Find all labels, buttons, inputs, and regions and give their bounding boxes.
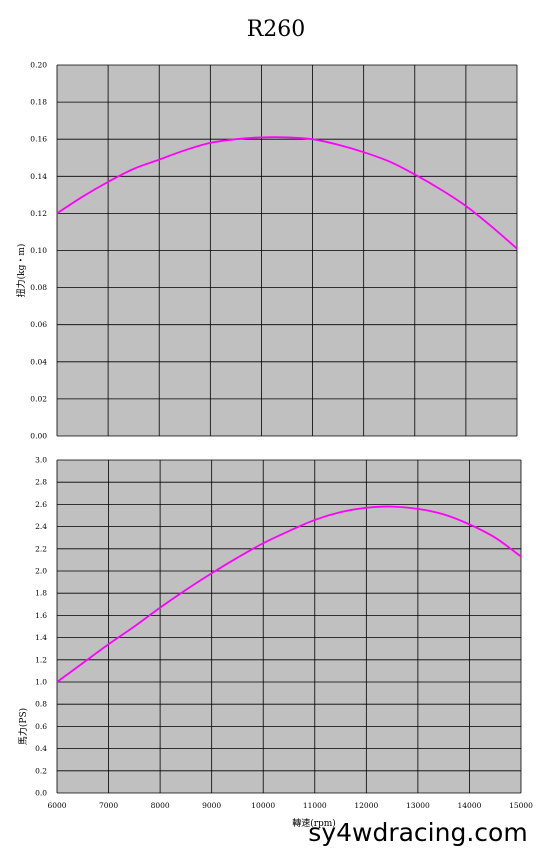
power-x-tick-label: 6000 bbox=[47, 801, 66, 810]
power-curve-line bbox=[56, 505, 522, 683]
power-x-tick-label: 15000 bbox=[509, 801, 533, 810]
power-y-tick-label: 0.4 bbox=[35, 744, 47, 753]
watermark-text: sy4wdracing.com bbox=[308, 818, 527, 847]
torque-y-tick-label: 0.20 bbox=[30, 61, 47, 70]
torque-y-axis-label: 扭力(kg・m) bbox=[15, 244, 27, 298]
power-x-tick-label: 9000 bbox=[202, 801, 221, 810]
power-x-tick-label: 7000 bbox=[99, 801, 118, 810]
torque-curve-line bbox=[56, 136, 518, 250]
power-y-tick-label: 2.0 bbox=[35, 567, 47, 576]
power-y-tick-label: 0.6 bbox=[35, 722, 47, 731]
power-y-tick-label: 1.0 bbox=[35, 678, 47, 687]
power-y-tick-label: 0.2 bbox=[35, 766, 47, 775]
power-y-axis-label: 馬力(PS) bbox=[17, 708, 29, 745]
power-y-tick-label: 2.6 bbox=[35, 500, 47, 509]
power-x-axis-label: 轉速(rpm) bbox=[292, 817, 336, 829]
torque-y-tick-label: 0.04 bbox=[30, 357, 47, 366]
power-x-tick-label: 13000 bbox=[406, 801, 430, 810]
power-plot-area bbox=[57, 460, 521, 793]
torque-y-tick-label: 0.02 bbox=[30, 394, 47, 403]
power-y-tick-label: 1.8 bbox=[35, 589, 47, 598]
torque-chart: 0.00 0.02 0.04 0.06 0.08 0.10 0.12 0.14 0.16 0.18… bbox=[15, 61, 518, 441]
torque-y-tick-label: 0.12 bbox=[30, 209, 47, 218]
torque-y-tick-label: 0.16 bbox=[30, 135, 47, 144]
power-x-tick-label: 12000 bbox=[354, 801, 378, 810]
power-x-tick-label: 10000 bbox=[251, 801, 275, 810]
power-x-tick-label: 14000 bbox=[458, 801, 482, 810]
power-y-tick-label: 0.0 bbox=[35, 789, 47, 798]
torque-y-tick-label: 0.14 bbox=[30, 172, 47, 181]
chart-title: R260 bbox=[247, 17, 306, 42]
torque-y-tick-label: 0.18 bbox=[30, 98, 47, 107]
power-y-tick-label: 3.0 bbox=[35, 456, 47, 465]
torque-y-tick-label: 0.08 bbox=[30, 283, 47, 292]
power-y-tick-label: 1.2 bbox=[35, 655, 47, 664]
power-y-tick-label: 2.4 bbox=[35, 522, 47, 531]
power-y-tick-label: 1.4 bbox=[35, 633, 47, 642]
torque-y-tick-label: 0.06 bbox=[30, 320, 47, 329]
power-x-tick-label: 11000 bbox=[303, 801, 327, 810]
power-chart: 0.0 0.2 0.4 0.6 0.8 1.0 1.2 1.4 1.6 1.8 2.0 2.2 2.4 2… bbox=[17, 456, 533, 830]
power-y-tick-label: 2.2 bbox=[35, 544, 47, 553]
power-y-tick-label: 2.8 bbox=[35, 478, 47, 487]
torque-y-tick-label: 0.00 bbox=[30, 432, 47, 441]
torque-y-tick-label: 0.10 bbox=[30, 246, 47, 255]
power-y-tick-label: 1.6 bbox=[35, 611, 47, 620]
power-y-tick-label: 0.8 bbox=[35, 700, 47, 709]
power-x-tick-label: 8000 bbox=[151, 801, 170, 810]
